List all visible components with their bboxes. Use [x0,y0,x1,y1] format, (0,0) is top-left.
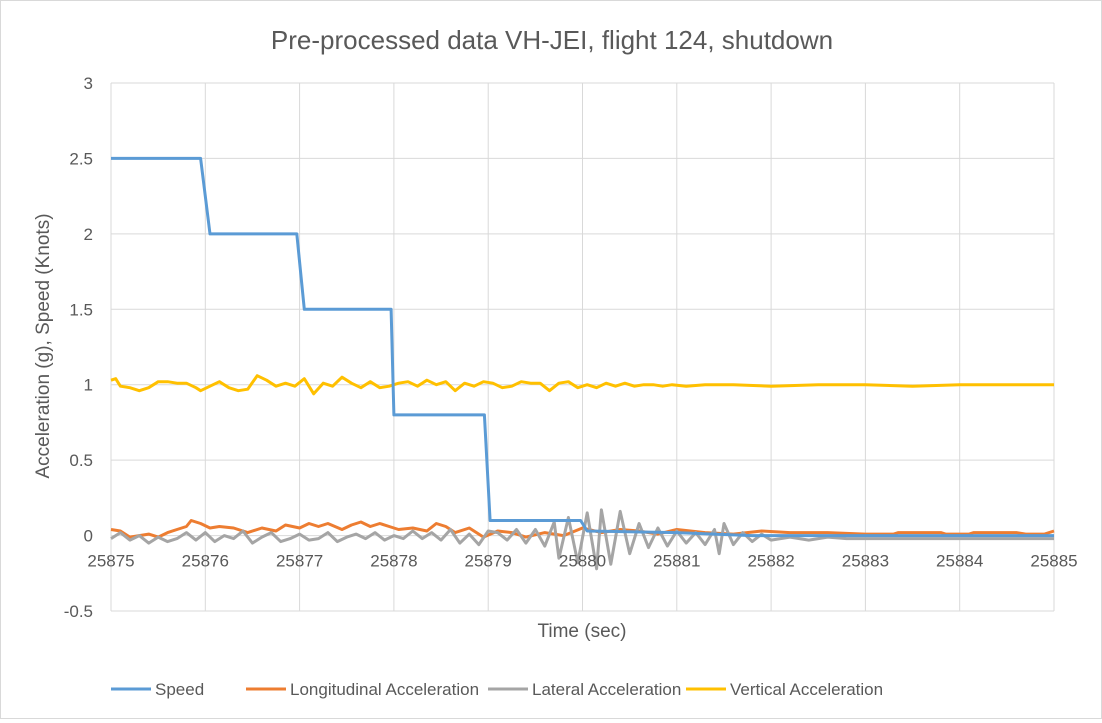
x-tick-label: 25880 [559,552,606,571]
y-tick-label: 1.5 [69,300,93,319]
y-tick-label: 0 [84,527,93,546]
y-axis-ticks: -0.5 0 0.5 1 1.5 2 2.5 3 [64,74,93,621]
y-tick-label: 1 [84,376,93,395]
y-tick-label: 2 [84,225,93,244]
y-tick-label: 2.5 [69,149,93,168]
x-tick-label: 25883 [842,552,889,571]
y-tick-label: -0.5 [64,602,93,621]
legend-item-lateral-acceleration: Lateral Acceleration [488,680,681,699]
series-line-longitudinal-acceleration [110,519,1055,539]
x-tick-label: 25884 [936,552,983,571]
series-lines [110,156,1055,571]
legend-label: Longitudinal Acceleration [290,680,479,699]
x-tick-label: 25875 [87,552,134,571]
legend-item-vertical-acceleration: Vertical Acceleration [686,680,883,699]
x-axis-ticks: 25875 25876 25877 25878 25879 25880 25881 25882… [87,552,1077,571]
x-tick-label: 25882 [747,552,794,571]
legend: Speed Longitudinal Acceleration Lateral Ac… [111,680,883,699]
series-line-speed [111,156,1054,538]
y-tick-label: 0.5 [69,451,93,470]
legend-item-longitudinal-acceleration: Longitudinal Acceleration [246,680,479,699]
legend-label: Lateral Acceleration [532,680,681,699]
x-tick-label: 25881 [653,552,700,571]
chart-title: Pre-processed data VH-JEI, flight 124, s… [271,25,833,55]
y-tick-label: 3 [84,74,93,93]
x-tick-label: 25879 [465,552,512,571]
legend-label: Vertical Acceleration [730,680,883,699]
x-tick-label: 25878 [370,552,417,571]
x-tick-label: 25885 [1030,552,1077,571]
y-axis-title: Acceleration (g), Speed (Knots) [33,213,54,478]
series-line-vertical-acceleration [110,374,1054,396]
x-tick-label: 25876 [182,552,229,571]
legend-label: Speed [155,680,204,699]
x-tick-label: 25877 [276,552,323,571]
legend-item-speed: Speed [111,680,204,699]
x-axis-title: Time (sec) [537,621,626,642]
series-line-lateral-acceleration [110,508,1054,571]
